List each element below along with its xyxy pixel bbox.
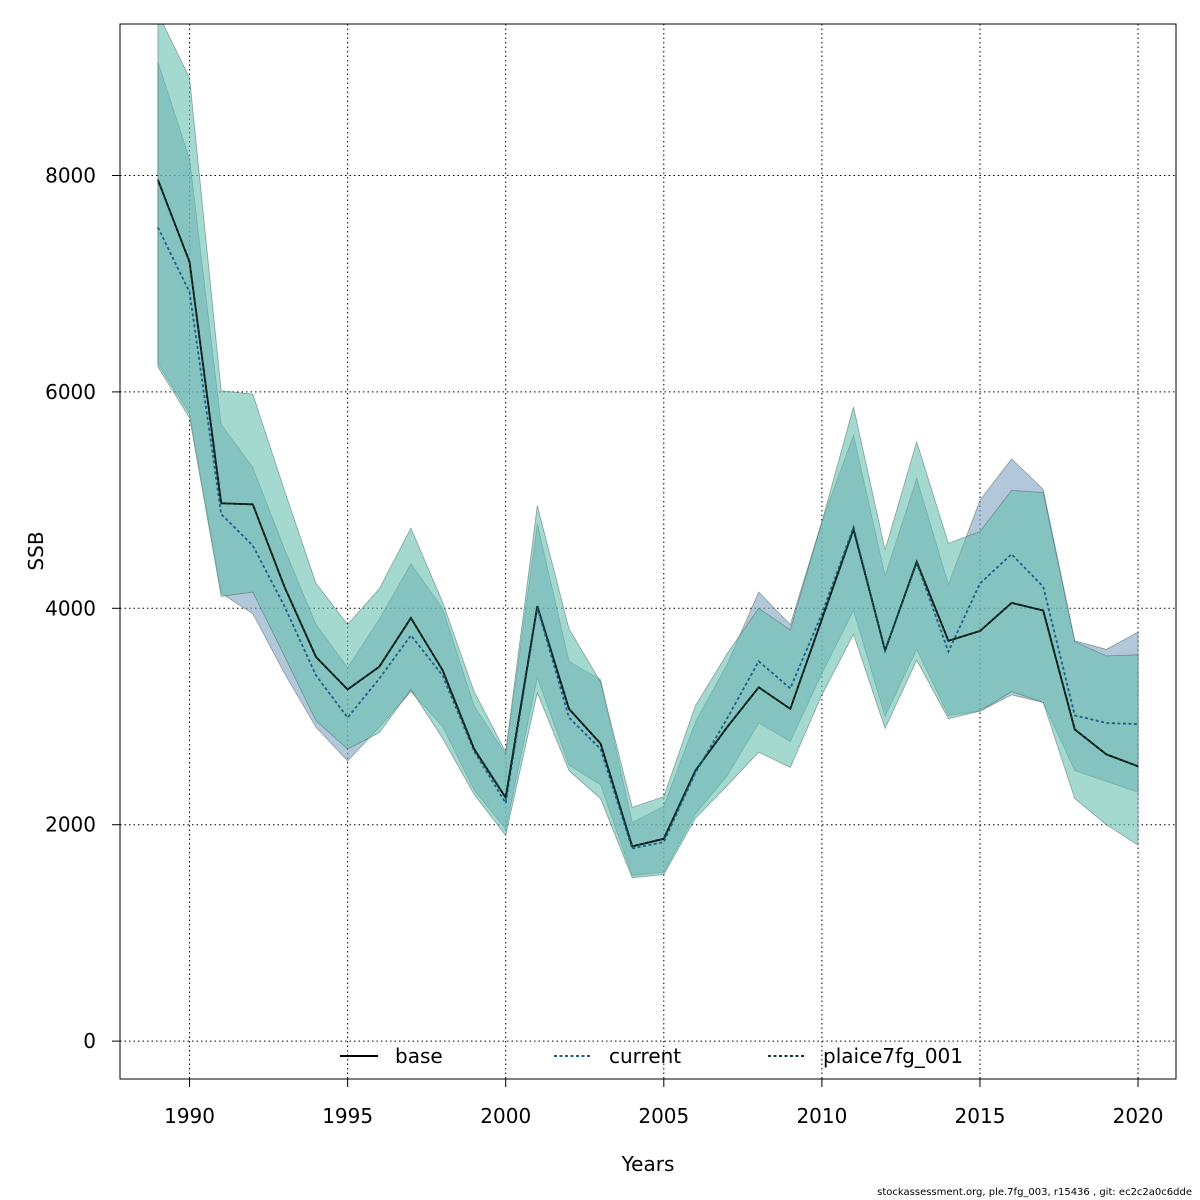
footer-note: stockassessment.org, ple.7fg_003, r15436…: [877, 1187, 1192, 1198]
x-tick-label: 1990: [164, 1104, 215, 1128]
line-plaice7fg_001: [157, 179, 1139, 848]
x-tick-label: 2020: [1113, 1104, 1164, 1128]
series-lines: [157, 179, 1139, 850]
axis-ticks: 1990 1995 2000 2005 2010 2015 2020 0 2000 4000 600…: [45, 163, 1163, 1128]
x-axis-title: Years: [621, 1152, 675, 1176]
confidence-bands: [157, 24, 1139, 879]
x-tick-label: 2015: [955, 1104, 1006, 1128]
x-tick-label: 2010: [796, 1104, 847, 1128]
legend-item-current: current: [554, 1044, 681, 1068]
legend-label: plaice7fg_001: [823, 1044, 963, 1068]
legend-item-base: base: [340, 1044, 443, 1068]
band-base: [157, 61, 1139, 877]
band-plaice7fg_001: [157, 24, 1139, 879]
x-tick-label: 1995: [322, 1104, 373, 1128]
y-axis-title: SSB: [24, 531, 48, 570]
x-tick-label: 2000: [480, 1104, 531, 1128]
legend-item-plaice7fg_001: plaice7fg_001: [768, 1044, 963, 1068]
y-tick-label: 2000: [45, 813, 96, 837]
x-tick-label: 2005: [638, 1104, 689, 1128]
y-tick-label: 0: [83, 1029, 96, 1053]
y-tick-label: 8000: [45, 163, 96, 187]
legend-label: base: [395, 1044, 443, 1068]
legend: base current plaice7fg_001: [340, 1044, 963, 1068]
legend-label: current: [609, 1044, 681, 1068]
y-tick-label: 4000: [45, 596, 96, 620]
y-tick-label: 6000: [45, 380, 96, 404]
plot-frame: [119, 23, 1177, 1080]
